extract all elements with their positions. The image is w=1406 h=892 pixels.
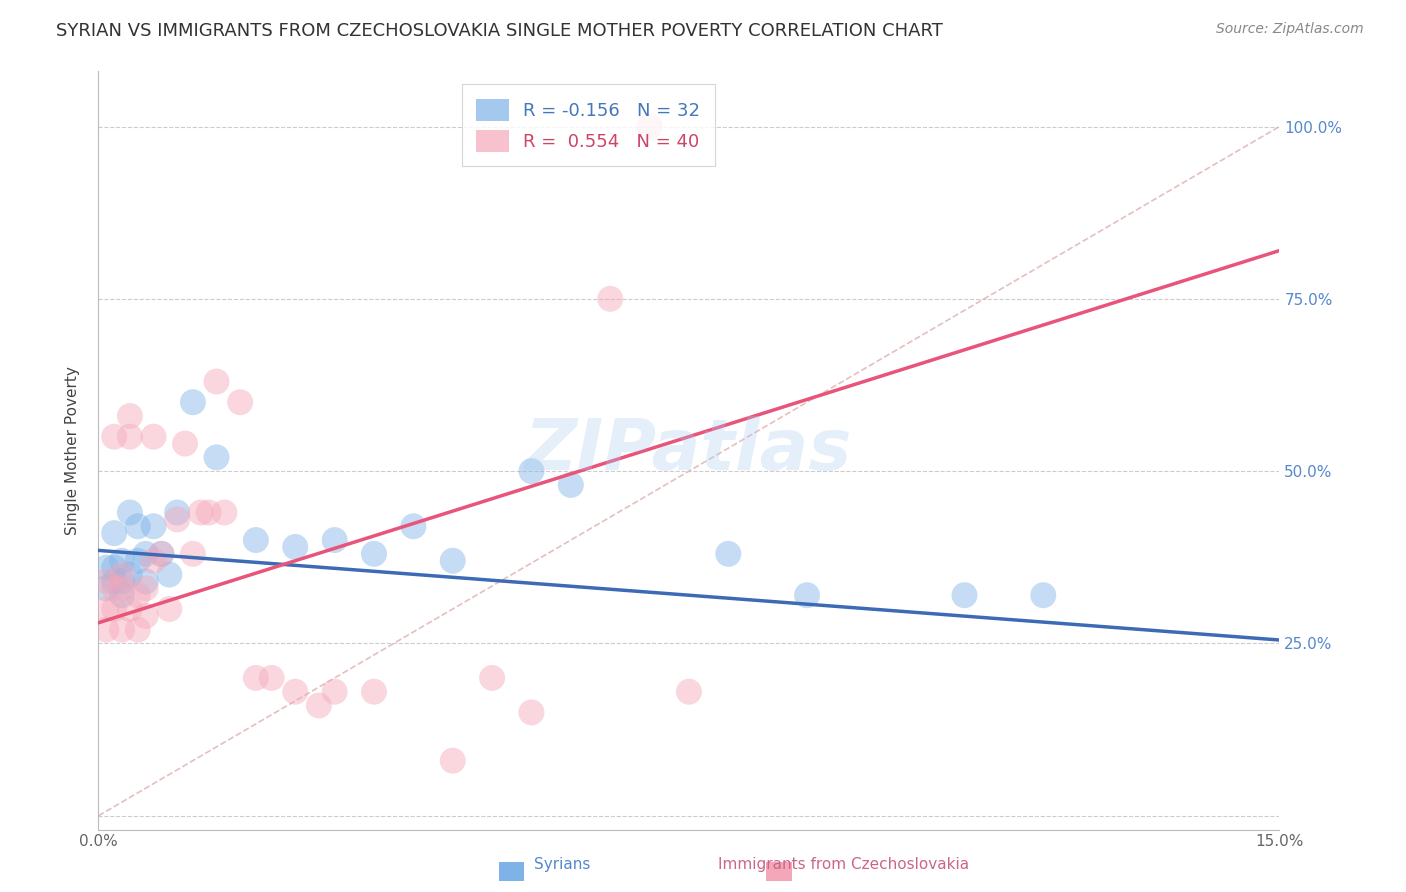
Point [245, 671, 267, 685]
Text: SYRIAN VS IMMIGRANTS FROM CZECHOSLOVAKIA SINGLE MOTHER POVERTY CORRELATION CHART: SYRIAN VS IMMIGRANTS FROM CZECHOSLOVAKIA… [56, 22, 943, 40]
Text: Source: ZipAtlas.com: Source: ZipAtlas.com [1216, 22, 1364, 37]
Text: Syrians: Syrians [534, 857, 591, 872]
Point [111, 567, 134, 582]
Point [103, 602, 125, 616]
Point [953, 588, 976, 602]
Point [96, 560, 118, 574]
Point [135, 574, 157, 589]
Point [308, 698, 330, 713]
Point [103, 560, 125, 574]
Point [135, 582, 157, 596]
Point [229, 395, 252, 409]
Point [678, 684, 700, 698]
Point [520, 464, 543, 478]
Point [402, 519, 425, 533]
Point [441, 754, 464, 768]
Point [166, 512, 188, 526]
Point [150, 547, 173, 561]
Point [96, 582, 118, 596]
Point [111, 574, 134, 589]
Point [118, 567, 141, 582]
Point [118, 506, 141, 520]
Point [111, 588, 134, 602]
Point [638, 120, 661, 134]
Point [111, 554, 134, 568]
Point [1032, 588, 1054, 602]
Point [599, 292, 621, 306]
Point [142, 519, 165, 533]
Point [150, 547, 173, 561]
Point [481, 671, 503, 685]
Point [190, 506, 212, 520]
Y-axis label: Single Mother Poverty: Single Mother Poverty [65, 366, 80, 535]
Point [157, 567, 180, 582]
Point [323, 684, 346, 698]
Point [111, 582, 134, 596]
Point [181, 395, 204, 409]
Point [103, 582, 125, 596]
Point [174, 436, 197, 450]
Point [96, 602, 118, 616]
Point [127, 588, 149, 602]
Point [118, 602, 141, 616]
Point [135, 608, 157, 623]
Point [118, 430, 141, 444]
Point [96, 623, 118, 637]
Point [245, 533, 267, 547]
Point [717, 547, 740, 561]
Point [103, 430, 125, 444]
Point [118, 409, 141, 423]
Point [260, 671, 283, 685]
Point [135, 547, 157, 561]
Point [363, 547, 385, 561]
Point [157, 602, 180, 616]
Point [111, 623, 134, 637]
Point [284, 684, 307, 698]
Point [323, 533, 346, 547]
Point [127, 519, 149, 533]
Point [142, 430, 165, 444]
Point [205, 450, 228, 465]
Legend: R = -0.156   N = 32, R =  0.554   N = 40: R = -0.156 N = 32, R = 0.554 N = 40 [461, 84, 714, 166]
Point [197, 506, 219, 520]
Point [363, 684, 385, 698]
Point [127, 623, 149, 637]
Point [796, 588, 818, 602]
Point [181, 547, 204, 561]
Point [441, 554, 464, 568]
Point [284, 540, 307, 554]
Point [560, 478, 582, 492]
Text: ZIPatlas: ZIPatlas [526, 416, 852, 485]
Text: Immigrants from Czechoslovakia: Immigrants from Czechoslovakia [718, 857, 969, 872]
Point [103, 574, 125, 589]
Point [214, 506, 236, 520]
Point [520, 706, 543, 720]
Point [103, 526, 125, 541]
Point [127, 554, 149, 568]
Point [205, 375, 228, 389]
Point [142, 554, 165, 568]
Point [166, 506, 188, 520]
Point [96, 574, 118, 589]
